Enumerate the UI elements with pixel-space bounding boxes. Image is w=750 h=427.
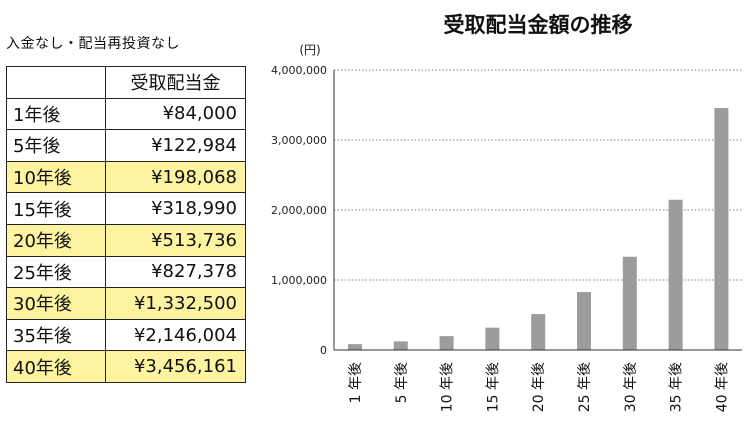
row-label: 40年後 xyxy=(6,350,106,383)
table-row: 5年後 ¥122,984 xyxy=(6,129,246,162)
y-tick-label: 3,000,000 xyxy=(271,134,327,147)
bar xyxy=(577,292,591,350)
row-label: 25年後 xyxy=(6,255,106,289)
chart-title: 受取配当金額の推移 xyxy=(444,13,633,37)
header-blank-cell xyxy=(6,66,106,99)
bar xyxy=(393,341,408,350)
x-tick-label: 40 年後 xyxy=(714,362,730,412)
table-row: 40年後 ¥3,456,161 xyxy=(6,350,246,383)
y-axis-unit: (円) xyxy=(299,43,320,57)
x-tick-label: 35 年後 xyxy=(669,362,685,412)
x-tick-labels: 1 年後 5 年後 10 年後 15 年後 20 年後 25 年後 30 年後 35 年後 40… xyxy=(348,362,730,412)
row-value: ¥2,146,004 xyxy=(105,318,246,352)
table-row: 20年後 ¥513,736 xyxy=(6,223,246,257)
table-header-row: 受取配当金 xyxy=(6,66,246,99)
y-tick-labels: 0 1,000,000 2,000,000 3,000,000 4,000,000 xyxy=(271,64,327,357)
row-value: ¥1,332,500 xyxy=(105,287,246,320)
x-tick-label: 15 年後 xyxy=(485,362,501,412)
table-row: 1年後 ¥84,000 xyxy=(6,97,246,131)
table-row: 35年後 ¥2,146,004 xyxy=(6,318,246,352)
note-text: 入金なし・配当再投資なし xyxy=(6,36,180,52)
y-tick-label: 4,000,000 xyxy=(271,64,327,77)
y-tick-label: 2,000,000 xyxy=(271,204,327,217)
bar xyxy=(439,336,454,350)
table-row: 25年後 ¥827,378 xyxy=(6,255,246,289)
x-tick-label: 1 年後 xyxy=(348,362,364,403)
row-label: 15年後 xyxy=(6,192,106,225)
x-tick-label: 5 年後 xyxy=(394,362,410,403)
row-value: ¥198,068 xyxy=(105,160,246,194)
row-value: ¥513,736 xyxy=(105,223,246,257)
header-dividend: 受取配当金 xyxy=(105,66,246,99)
dividend-table: 受取配当金 1年後 ¥84,000 5年後 ¥122,984 10年後 ¥198,068 1… xyxy=(6,66,246,383)
bar xyxy=(714,108,729,351)
x-tick-label: 20 年後 xyxy=(531,362,547,412)
x-tick-label: 10 年後 xyxy=(440,362,456,412)
x-tick-label: 25 年後 xyxy=(577,362,593,412)
bar xyxy=(485,327,500,350)
row-value: ¥122,984 xyxy=(105,129,246,162)
bars xyxy=(348,108,729,351)
table-row: 30年後 ¥1,332,500 xyxy=(6,287,246,320)
row-label: 20年後 xyxy=(6,223,106,257)
row-label: 30年後 xyxy=(6,287,106,320)
row-value: ¥84,000 xyxy=(105,97,246,131)
row-label: 10年後 xyxy=(6,160,106,194)
row-value: ¥3,456,161 xyxy=(105,350,246,383)
y-tick-label: 1,000,000 xyxy=(271,274,327,287)
row-label: 35年後 xyxy=(6,318,106,352)
row-value: ¥827,378 xyxy=(105,255,246,289)
bar xyxy=(622,256,637,350)
y-tick-label: 0 xyxy=(320,344,327,357)
row-value: ¥318,990 xyxy=(105,192,246,225)
table-row: 15年後 ¥318,990 xyxy=(6,192,246,225)
bar xyxy=(668,199,683,350)
x-tick-label: 30 年後 xyxy=(623,362,639,412)
bar xyxy=(348,344,362,350)
bar xyxy=(531,314,546,350)
table-row: 10年後 ¥198,068 xyxy=(6,160,246,194)
